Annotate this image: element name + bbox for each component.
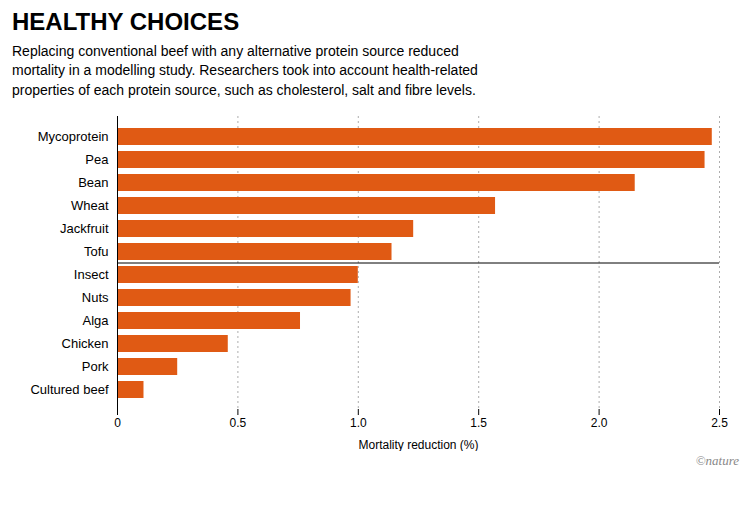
svg-text:Nuts: Nuts	[82, 291, 109, 306]
html-text:©nature: ©nature	[695, 453, 739, 469]
svg-text:Jackfruit: Jackfruit	[60, 222, 109, 237]
svg-text:1.5: 1.5	[470, 416, 487, 430]
svg-text:Cultured beef: Cultured beef	[30, 383, 108, 398]
svg-text:Wheat: Wheat	[71, 199, 109, 214]
svg-text:Pork: Pork	[82, 360, 109, 375]
svg-text:Mortality reduction (%): Mortality reduction (%)	[358, 438, 478, 452]
svg-text:Chicken: Chicken	[62, 337, 109, 352]
svg-text:2.5: 2.5	[711, 416, 728, 430]
svg-text:Insect: Insect	[74, 268, 109, 283]
svg-text:2.0: 2.0	[591, 416, 608, 430]
svg-text:Bean: Bean	[78, 176, 108, 191]
svg-text:Mycoprotein: Mycoprotein	[38, 130, 109, 145]
svg-text:1.0: 1.0	[350, 416, 367, 430]
html-text:Replacing conventional beef wi: Replacing conventional beef with any alt…	[12, 42, 478, 98]
svg-text:Alga: Alga	[82, 314, 109, 329]
html-text:HEALTHY CHOICES: HEALTHY CHOICES	[12, 8, 240, 35]
svg-text:Tofu: Tofu	[84, 245, 109, 260]
svg-text:Pea: Pea	[85, 153, 109, 168]
svg-text:0: 0	[114, 416, 121, 430]
svg-text:0.5: 0.5	[230, 416, 247, 430]
